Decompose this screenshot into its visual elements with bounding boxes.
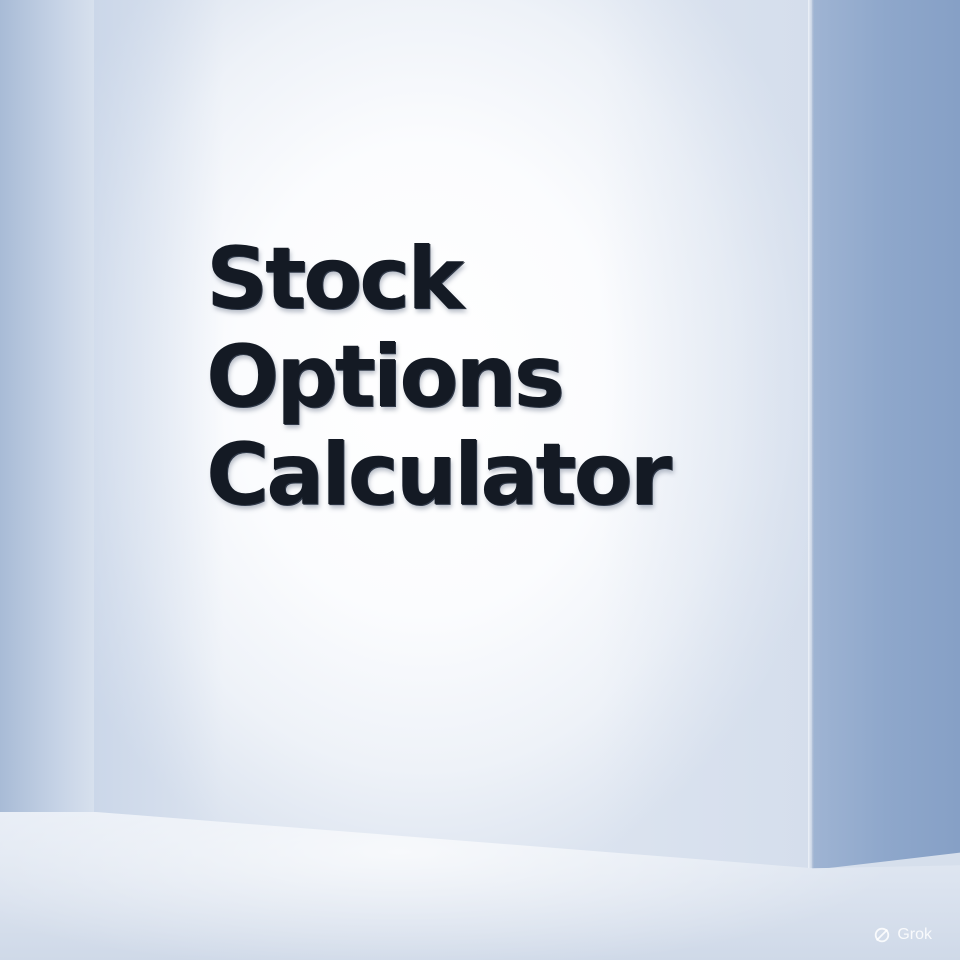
grok-logo-icon [875,927,890,943]
front-wall-shading [94,0,814,870]
sign-line-options: Options [206,327,565,427]
left-side-wall [0,0,96,815]
wall-corner-edge [808,0,814,868]
watermark-label: Grok [897,926,932,943]
sign-line-stock: Stock [206,229,464,329]
right-side-wall [812,0,960,870]
wall-sign: Stock Options Calculator [206,230,766,524]
watermark: Grok [873,926,932,944]
sign-line-calculator: Calculator [206,425,672,525]
